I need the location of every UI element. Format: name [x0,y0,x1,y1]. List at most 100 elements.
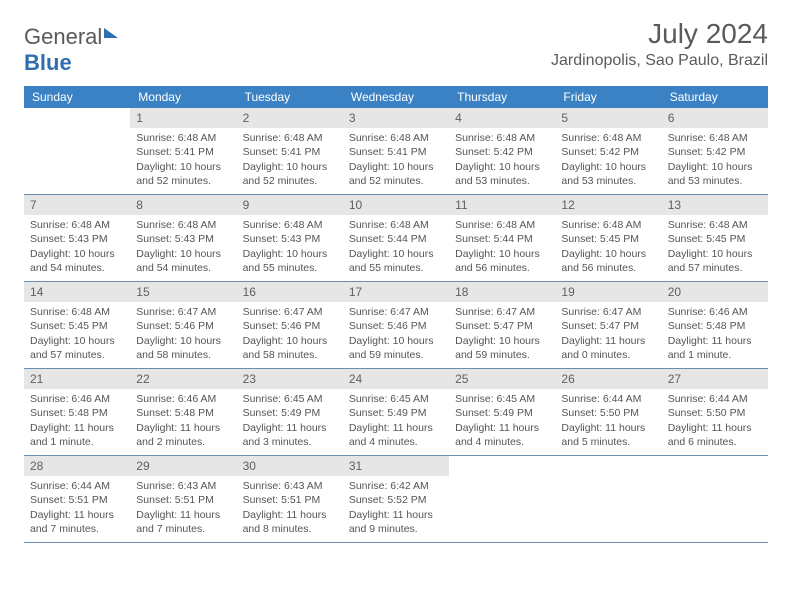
day-number: 5 [555,108,661,128]
day-sunset: Sunset: 5:41 PM [243,145,337,159]
day-day1: Daylight: 10 hours [243,160,337,174]
day-sunrise: Sunrise: 6:48 AM [30,218,124,232]
title-block: July 2024 Jardinopolis, Sao Paulo, Brazi… [551,18,768,70]
day-cell: 1Sunrise: 6:48 AMSunset: 5:41 PMDaylight… [130,108,236,194]
logo-mark-icon [104,28,118,38]
day-sunrise: Sunrise: 6:47 AM [243,305,337,319]
day-body: Sunrise: 6:45 AMSunset: 5:49 PMDaylight:… [237,389,343,455]
day-sunset: Sunset: 5:44 PM [455,232,549,246]
day-day1: Daylight: 11 hours [561,421,655,435]
day-sunrise: Sunrise: 6:47 AM [455,305,549,319]
day-day2: and 59 minutes. [455,348,549,362]
day-day2: and 1 minute. [668,348,762,362]
day-day1: Daylight: 10 hours [455,247,549,261]
day-body: Sunrise: 6:46 AMSunset: 5:48 PMDaylight:… [24,389,130,455]
day-body: Sunrise: 6:48 AMSunset: 5:44 PMDaylight:… [449,215,555,281]
day-number: 31 [343,456,449,476]
day-body: Sunrise: 6:47 AMSunset: 5:46 PMDaylight:… [130,302,236,368]
day-number: 29 [130,456,236,476]
day-day1: Daylight: 11 hours [349,508,443,522]
day-day2: and 58 minutes. [243,348,337,362]
day-day1: Daylight: 10 hours [243,247,337,261]
page-header: General Blue July 2024 Jardinopolis, Sao… [24,18,768,76]
day-day1: Daylight: 10 hours [136,160,230,174]
day-cell: 13Sunrise: 6:48 AMSunset: 5:45 PMDayligh… [662,195,768,281]
day-day1: Daylight: 11 hours [243,508,337,522]
day-body: Sunrise: 6:48 AMSunset: 5:45 PMDaylight:… [24,302,130,368]
day-number: 2 [237,108,343,128]
day-number: 21 [24,369,130,389]
day-sunset: Sunset: 5:45 PM [30,319,124,333]
day-body: Sunrise: 6:46 AMSunset: 5:48 PMDaylight:… [662,302,768,368]
day-body: Sunrise: 6:43 AMSunset: 5:51 PMDaylight:… [130,476,236,542]
day-number: 26 [555,369,661,389]
day-number: 24 [343,369,449,389]
dow-friday: Friday [555,86,661,108]
day-day2: and 2 minutes. [136,435,230,449]
day-body: Sunrise: 6:45 AMSunset: 5:49 PMDaylight:… [449,389,555,455]
day-sunrise: Sunrise: 6:48 AM [136,218,230,232]
day-body: Sunrise: 6:48 AMSunset: 5:42 PMDaylight:… [555,128,661,194]
day-cell: 4Sunrise: 6:48 AMSunset: 5:42 PMDaylight… [449,108,555,194]
dow-saturday: Saturday [662,86,768,108]
day-day2: and 53 minutes. [455,174,549,188]
day-sunset: Sunset: 5:48 PM [668,319,762,333]
day-number: 27 [662,369,768,389]
day-sunset: Sunset: 5:42 PM [455,145,549,159]
day-number: 7 [24,195,130,215]
dow-header-row: Sunday Monday Tuesday Wednesday Thursday… [24,86,768,108]
day-day2: and 6 minutes. [668,435,762,449]
day-cell: 11Sunrise: 6:48 AMSunset: 5:44 PMDayligh… [449,195,555,281]
day-body: Sunrise: 6:48 AMSunset: 5:42 PMDaylight:… [449,128,555,194]
day-day2: and 4 minutes. [349,435,443,449]
day-sunset: Sunset: 5:47 PM [455,319,549,333]
day-day2: and 57 minutes. [30,348,124,362]
day-day2: and 58 minutes. [136,348,230,362]
day-body: Sunrise: 6:45 AMSunset: 5:49 PMDaylight:… [343,389,449,455]
day-sunset: Sunset: 5:47 PM [561,319,655,333]
day-cell: 28Sunrise: 6:44 AMSunset: 5:51 PMDayligh… [24,456,130,542]
day-day2: and 54 minutes. [30,261,124,275]
day-sunrise: Sunrise: 6:48 AM [30,305,124,319]
day-day2: and 0 minutes. [561,348,655,362]
day-sunrise: Sunrise: 6:45 AM [455,392,549,406]
day-number: 10 [343,195,449,215]
day-sunset: Sunset: 5:46 PM [349,319,443,333]
day-body: Sunrise: 6:44 AMSunset: 5:50 PMDaylight:… [662,389,768,455]
day-day2: and 54 minutes. [136,261,230,275]
day-cell: 29Sunrise: 6:43 AMSunset: 5:51 PMDayligh… [130,456,236,542]
day-sunrise: Sunrise: 6:48 AM [455,131,549,145]
day-sunrise: Sunrise: 6:48 AM [561,218,655,232]
day-cell: . [662,456,768,542]
day-cell: 10Sunrise: 6:48 AMSunset: 5:44 PMDayligh… [343,195,449,281]
day-number: 20 [662,282,768,302]
day-sunset: Sunset: 5:52 PM [349,493,443,507]
day-day1: Daylight: 11 hours [243,421,337,435]
day-number: 9 [237,195,343,215]
day-sunset: Sunset: 5:51 PM [136,493,230,507]
dow-wednesday: Wednesday [343,86,449,108]
day-cell: 16Sunrise: 6:47 AMSunset: 5:46 PMDayligh… [237,282,343,368]
day-sunrise: Sunrise: 6:47 AM [561,305,655,319]
day-body: Sunrise: 6:48 AMSunset: 5:41 PMDaylight:… [237,128,343,194]
day-body: Sunrise: 6:47 AMSunset: 5:47 PMDaylight:… [449,302,555,368]
day-number: 1 [130,108,236,128]
day-sunset: Sunset: 5:41 PM [349,145,443,159]
day-day1: Daylight: 11 hours [30,421,124,435]
day-body: Sunrise: 6:43 AMSunset: 5:51 PMDaylight:… [237,476,343,542]
day-cell: . [555,456,661,542]
day-sunrise: Sunrise: 6:44 AM [668,392,762,406]
day-day1: Daylight: 11 hours [136,508,230,522]
day-sunset: Sunset: 5:43 PM [136,232,230,246]
day-sunrise: Sunrise: 6:48 AM [243,218,337,232]
day-sunset: Sunset: 5:42 PM [561,145,655,159]
day-sunrise: Sunrise: 6:48 AM [349,218,443,232]
day-body: Sunrise: 6:48 AMSunset: 5:41 PMDaylight:… [343,128,449,194]
day-sunrise: Sunrise: 6:47 AM [136,305,230,319]
day-day1: Daylight: 10 hours [136,334,230,348]
day-sunset: Sunset: 5:43 PM [243,232,337,246]
day-number: 15 [130,282,236,302]
day-sunset: Sunset: 5:45 PM [668,232,762,246]
day-day1: Daylight: 10 hours [455,334,549,348]
day-body: Sunrise: 6:44 AMSunset: 5:50 PMDaylight:… [555,389,661,455]
